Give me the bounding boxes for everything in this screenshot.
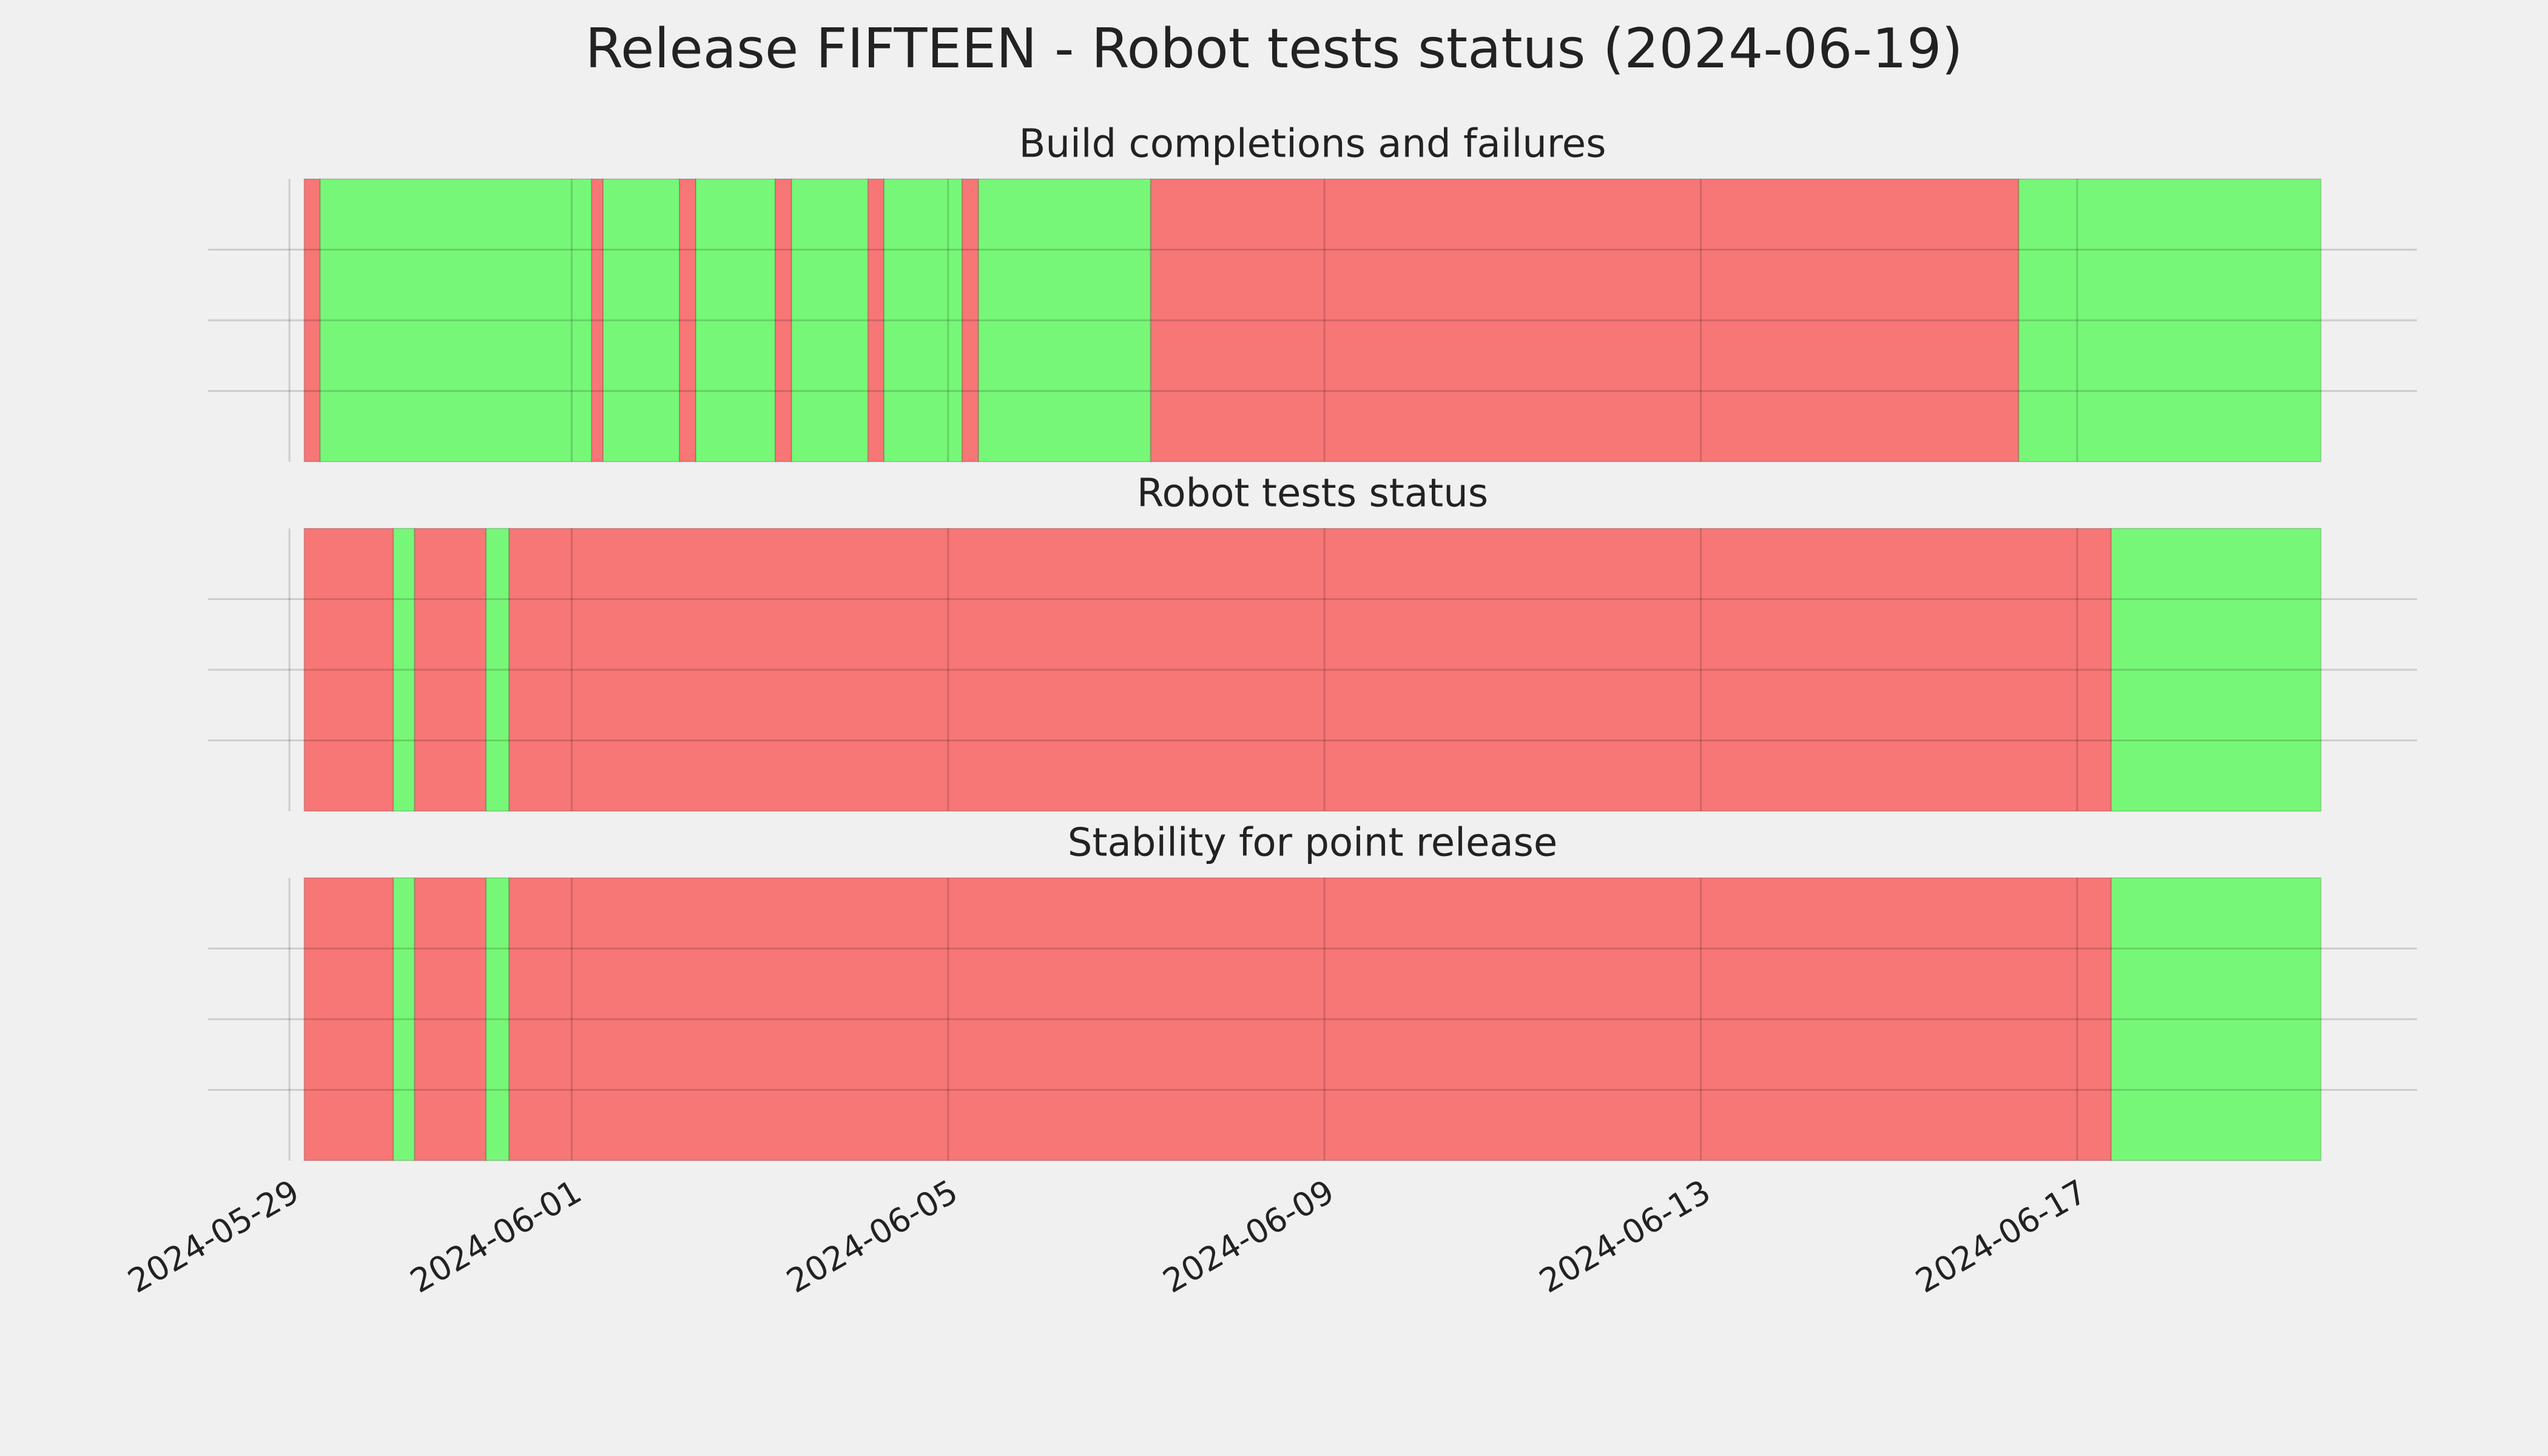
status-span (2110, 877, 2322, 1161)
status-span (303, 528, 394, 812)
status-span (508, 877, 2112, 1161)
status-span (303, 877, 394, 1161)
status-span (2018, 178, 2322, 462)
status-span (2110, 528, 2322, 812)
chart-title: Release FIFTEEN - Robot tests status (20… (585, 17, 1963, 81)
status-span (485, 528, 510, 812)
status-span (695, 178, 776, 462)
status-span (977, 178, 1151, 462)
status-span (867, 178, 885, 462)
status-span (508, 528, 2112, 812)
status-span (602, 178, 681, 462)
status-span (485, 877, 510, 1161)
status-span (883, 178, 963, 462)
panel-title: Robot tests status (1137, 471, 1488, 516)
status-span (1150, 178, 2020, 462)
status-span (303, 178, 321, 462)
status-span (414, 877, 487, 1161)
panel-title: Build completions and failures (1019, 122, 1606, 167)
status-span (679, 178, 697, 462)
status-span (961, 178, 979, 462)
status-span (393, 877, 416, 1161)
status-span (774, 178, 792, 462)
status-span (319, 178, 593, 462)
status-span (790, 178, 869, 462)
panel-title: Stability for point release (1068, 821, 1558, 866)
